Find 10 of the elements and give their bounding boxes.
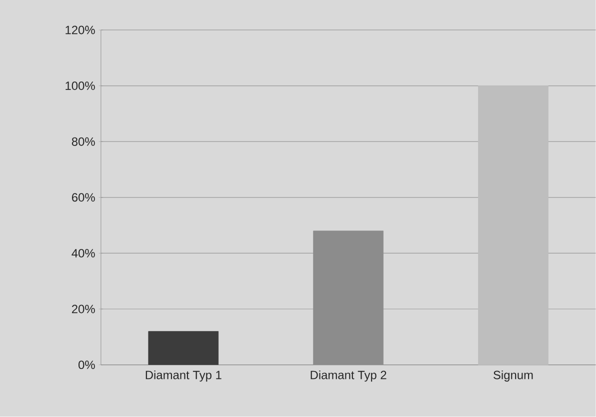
x-tick-label: Diamant Typ 2 bbox=[310, 370, 386, 382]
y-tick-label: 60% bbox=[72, 193, 95, 202]
x-tick-label: Diamant Typ 1 bbox=[146, 370, 222, 382]
y-tick-label: 0% bbox=[78, 360, 95, 370]
x-tick-label: Signum bbox=[494, 370, 533, 382]
y-tick-label: 120% bbox=[66, 26, 95, 34]
y-tick-label: 20% bbox=[72, 304, 95, 314]
y-tick-label: 40% bbox=[72, 249, 95, 258]
y-tick-label: 100% bbox=[66, 82, 95, 90]
y-tick-label: 80% bbox=[72, 137, 95, 146]
